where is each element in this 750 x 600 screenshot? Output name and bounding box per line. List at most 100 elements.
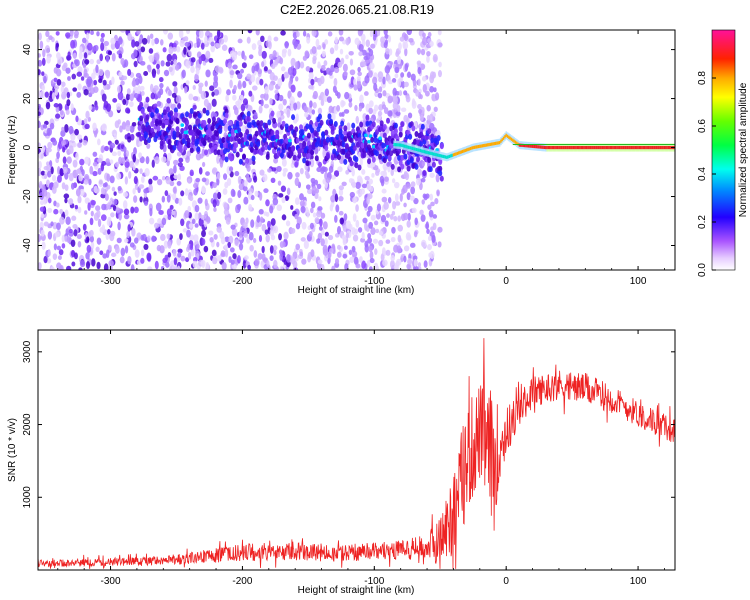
spectrogram-noise-cell [390, 236, 396, 243]
spectrogram-band-cell [234, 142, 239, 149]
spectrogram-noise-cell [334, 36, 339, 44]
spectrogram-noise-cell [84, 156, 90, 165]
spectrogram-noise-cell [227, 120, 233, 126]
spectrogram-noise-cell [187, 205, 191, 213]
spectrogram-ridge-cell [494, 141, 497, 145]
spectrogram-noise-cell [310, 201, 316, 209]
spectrogram-noise-cell [248, 203, 253, 211]
spectrogram-noise-cell [70, 239, 76, 248]
spectrogram-noise-cell [305, 66, 311, 72]
spectrogram-band-cell [181, 138, 186, 145]
spectrogram-noise-cell [173, 86, 178, 95]
spectrogram-noise-cell [306, 209, 310, 218]
spectrogram-noise-cell [299, 61, 305, 69]
spectrogram-noise-cell [213, 234, 218, 240]
spectrogram-noise-cell [53, 67, 58, 74]
spectrogram-noise-cell [85, 252, 90, 260]
spectrogram-noise-cell [267, 220, 271, 228]
spectrogram-band-cell [335, 134, 340, 141]
spectrogram-noise-cell [115, 207, 121, 213]
spectrogram-ridge-cell [555, 145, 558, 150]
spectrogram-ridge-cell [425, 150, 427, 154]
spectrogram-noise-cell [242, 185, 248, 192]
spectrogram-noise-cell [256, 215, 261, 223]
spectrogram-noise-cell [285, 220, 291, 227]
spectrogram-noise-cell [172, 81, 178, 87]
spectrogram-noise-cell [362, 61, 367, 67]
spectrogram-noise-cell [150, 83, 154, 93]
spectrogram-noise-cell [344, 91, 350, 100]
spectrogram-band-cell [207, 136, 212, 143]
spectrogram-noise-cell [169, 204, 174, 210]
spectrogram-noise-cell [336, 226, 342, 235]
spectrogram-band-cell [197, 112, 202, 119]
spectrogram-band-cell [291, 145, 296, 152]
spectrogram-noise-cell [183, 46, 187, 55]
spectrogram-band-cell [354, 156, 359, 163]
spectrogram-noise-cell [272, 245, 278, 251]
spectrogram-noise-cell [360, 33, 366, 42]
spectrogram-noise-cell [185, 59, 191, 69]
spectrogram-band-cell [270, 129, 275, 136]
spectrogram-noise-cell [253, 175, 258, 183]
spectrogram-noise-cell [46, 55, 51, 64]
spectrogram-noise-cell [309, 100, 313, 108]
spectrogram-noise-cell [359, 188, 365, 195]
spectrogram-noise-cell [242, 98, 249, 106]
spectrogram-ridge-cell [637, 145, 639, 150]
spectrogram-noise-cell [76, 142, 83, 148]
spectrogram-ridge-cell [407, 145, 410, 149]
spectrogram-noise-cell [247, 264, 252, 270]
spectrogram-band-cell [420, 123, 425, 130]
spectrogram-noise-cell [159, 245, 165, 254]
spectrogram-ridge-cell [460, 150, 463, 154]
spectrogram-noise-cell [111, 76, 115, 85]
spectrogram-band-cell [208, 131, 213, 138]
spectrogram-noise-cell [106, 219, 112, 227]
spectrogram-ridge-cell [580, 145, 583, 150]
spectrogram-noise-cell [101, 224, 106, 233]
spectrogram-noise-cell [84, 58, 90, 65]
spectrogram-noise-cell [107, 50, 113, 56]
spectrogram-band-cell [329, 118, 334, 125]
spectrogram-ridge-cell [473, 145, 476, 149]
spectrogram-noise-cell [279, 252, 284, 261]
spectrogram-noise-cell [296, 31, 300, 38]
spectrogram-ridge-cell [610, 145, 613, 150]
spectrogram-noise-cell [242, 80, 247, 89]
spectrogram-band-cell [400, 163, 405, 170]
spectrogram-noise-cell [435, 173, 440, 183]
spectrogram-noise-cell [320, 166, 326, 172]
spectrogram-noise-cell [437, 42, 443, 48]
spectrogram-noise-cell [182, 228, 188, 233]
spectrogram-noise-cell [345, 169, 350, 175]
spectrogram-noise-cell [96, 31, 100, 37]
spectrogram-noise-cell [151, 235, 156, 243]
spectrogram-noise-cell [124, 245, 129, 254]
spectrogram-noise-cell [407, 259, 413, 265]
spectrogram-noise-cell [77, 83, 82, 91]
spectrogram-noise-cell [47, 230, 53, 240]
spectrogram-noise-cell [40, 170, 46, 176]
spectrogram-band-cell [192, 111, 197, 118]
spectrogram-noise-cell [314, 217, 320, 224]
spectrogram-band-cell [291, 114, 296, 121]
spectrogram-ridge-cell [649, 145, 651, 150]
spectrogram-band-cell [188, 124, 193, 131]
spectrogram-noise-cell [348, 249, 353, 256]
spectrogram-band-cell [351, 122, 356, 129]
spectrogram-noise-cell [355, 219, 360, 228]
spectrogram-noise-cell [167, 241, 172, 249]
spectrogram-noise-cell [195, 67, 200, 75]
spectrogram-noise-cell [353, 78, 357, 86]
spectrogram-noise-cell [437, 241, 442, 248]
spectrogram-noise-cell [357, 227, 363, 233]
spectrogram-noise-cell [338, 185, 345, 191]
spectrogram-noise-cell [403, 81, 409, 88]
spectrogram-noise-cell [148, 55, 155, 63]
spectrogram-noise-cell [433, 106, 438, 113]
spectrogram-noise-cell [251, 43, 257, 51]
spectrogram-ridge-cell [537, 145, 539, 149]
spectrogram-band-cell [219, 142, 224, 149]
spectrogram-band-cell [267, 119, 272, 126]
